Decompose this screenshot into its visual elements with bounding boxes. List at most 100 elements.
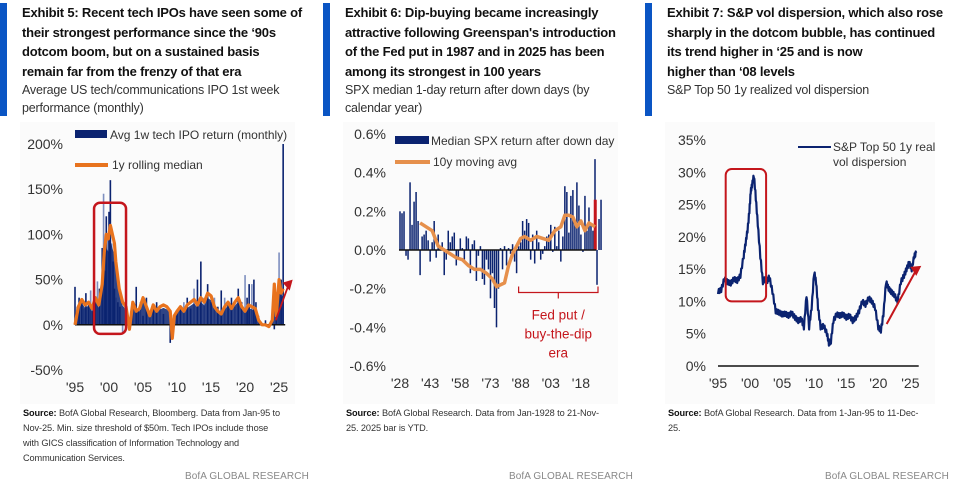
bar	[517, 246, 520, 250]
bar	[251, 284, 253, 325]
bar	[576, 182, 578, 250]
x-tick-label: '20	[236, 379, 254, 395]
bar	[537, 242, 540, 250]
bar	[419, 250, 421, 276]
bar	[423, 234, 425, 250]
fed-put-annotation: buy-the-dip	[525, 327, 593, 342]
bar	[596, 250, 598, 285]
subtitle-line: calendar year)	[345, 101, 423, 115]
exhibit-header: Exhibit 7: S&P vol dispersion, which als…	[645, 3, 943, 116]
y-tick-label: 150%	[27, 181, 63, 197]
y-tick-label: 5%	[686, 326, 706, 342]
x-tick-label: '28	[391, 375, 409, 391]
bar	[449, 242, 452, 250]
bar	[529, 250, 532, 260]
bar	[445, 250, 447, 260]
bar	[421, 236, 423, 250]
title-line: remain far from the frenzy of that era	[22, 63, 242, 79]
title-line: attractive following Greenspan's introdu…	[345, 24, 616, 40]
bar	[588, 207, 590, 250]
bar	[264, 320, 267, 325]
y-tick-label: -50%	[30, 362, 63, 378]
bar	[505, 250, 508, 266]
bar	[399, 211, 401, 250]
title-line: among its strongest in 100 years	[345, 63, 541, 79]
dotcom-highlight-box	[92, 201, 128, 336]
y-tick-label: 0.2%	[354, 203, 386, 219]
bar	[568, 232, 570, 250]
legend-label: Avg 1w tech IPO return (monthly)	[110, 128, 287, 142]
bar	[465, 236, 468, 250]
bar	[244, 275, 246, 325]
title-line: dotcom boom, but on a sustained basis	[22, 44, 260, 59]
bar	[511, 244, 514, 250]
bar	[435, 250, 437, 258]
y-tick-label: -0.6%	[349, 358, 386, 374]
bar	[489, 250, 492, 299]
bar	[453, 232, 456, 250]
source-line: 25.	[668, 423, 681, 433]
bar	[441, 242, 443, 250]
title-line: their strongest performance since the ‘9…	[22, 24, 276, 40]
brand-label: BofA GLOBAL RESEARCH	[509, 471, 633, 482]
y-tick-label: 0.4%	[354, 165, 386, 181]
exhibit-subtitle: S&P Top 50 1y realized vol dispersion	[667, 81, 943, 99]
y-tick-label: 200%	[27, 136, 63, 152]
bar	[586, 230, 588, 250]
x-tick-label: '43	[421, 375, 439, 391]
bar	[459, 238, 462, 250]
source-line: 25. 2025 bar is YTD.	[346, 423, 429, 433]
y-tick-label: 0.0%	[354, 242, 386, 258]
bar	[582, 250, 584, 252]
exhibit-subtitle: Average US tech/communications IPO 1st w…	[22, 81, 302, 117]
x-tick-label: '00	[100, 379, 118, 395]
bar	[411, 224, 413, 250]
bar	[580, 234, 582, 250]
fed-put-annotation: era	[549, 346, 569, 361]
bar	[600, 199, 602, 250]
bar	[473, 240, 476, 250]
bar	[200, 261, 202, 325]
bar-mass	[75, 240, 284, 325]
x-tick-label: '88	[511, 375, 529, 391]
bar	[533, 250, 536, 264]
bar	[485, 250, 488, 260]
source-note: Source: BofA Global Research. Data from …	[346, 406, 646, 436]
legend-swatch-bars	[395, 136, 429, 144]
exhibit-title: Exhibit 7: S&P vol dispersion, which als…	[667, 3, 943, 81]
bar	[469, 250, 472, 274]
bar	[513, 250, 516, 262]
bar	[401, 213, 403, 250]
chart-area: 0% 5% 10% 15% 20% 25% 30% 35% '95 '00 '05 '10 '15 '20…	[665, 122, 935, 404]
source-line: BofA Global Research. Data from Jan-1928…	[379, 408, 600, 418]
bar	[570, 195, 572, 250]
bar	[431, 242, 433, 250]
bar	[415, 192, 417, 250]
bar	[566, 192, 568, 250]
bar	[531, 234, 534, 250]
subtitle-line: performance (monthly)	[22, 101, 144, 115]
y-tick-label: 35%	[678, 132, 706, 148]
title-line: Exhibit 7: S&P vol dispersion, which als…	[667, 5, 943, 20]
bar	[503, 246, 506, 250]
bar	[475, 250, 478, 281]
bar	[220, 290, 223, 325]
bar	[499, 248, 502, 250]
y-tick-label: -0.2%	[349, 281, 386, 297]
bar	[590, 224, 592, 250]
bar	[282, 144, 284, 325]
ipo-performance-chart: -50% 0% 50% 100% 150% 200% '95 '00 '05 '10 '15 '20 '…	[27, 128, 293, 395]
bar	[429, 250, 431, 262]
bar	[457, 250, 460, 258]
trend-arrow-line	[885, 269, 918, 325]
bar	[507, 248, 510, 250]
bar	[519, 242, 522, 250]
bar	[463, 250, 466, 260]
bar	[407, 250, 409, 260]
subtitle-line: Average US tech/communications IPO 1st w…	[22, 83, 280, 97]
bar	[491, 250, 494, 274]
bar	[574, 221, 576, 250]
x-tick-label: '15	[837, 375, 855, 391]
x-tick-label: '15	[202, 379, 220, 395]
exhibit-title: Exhibit 6: Dip-buying became increasingl…	[345, 3, 616, 81]
